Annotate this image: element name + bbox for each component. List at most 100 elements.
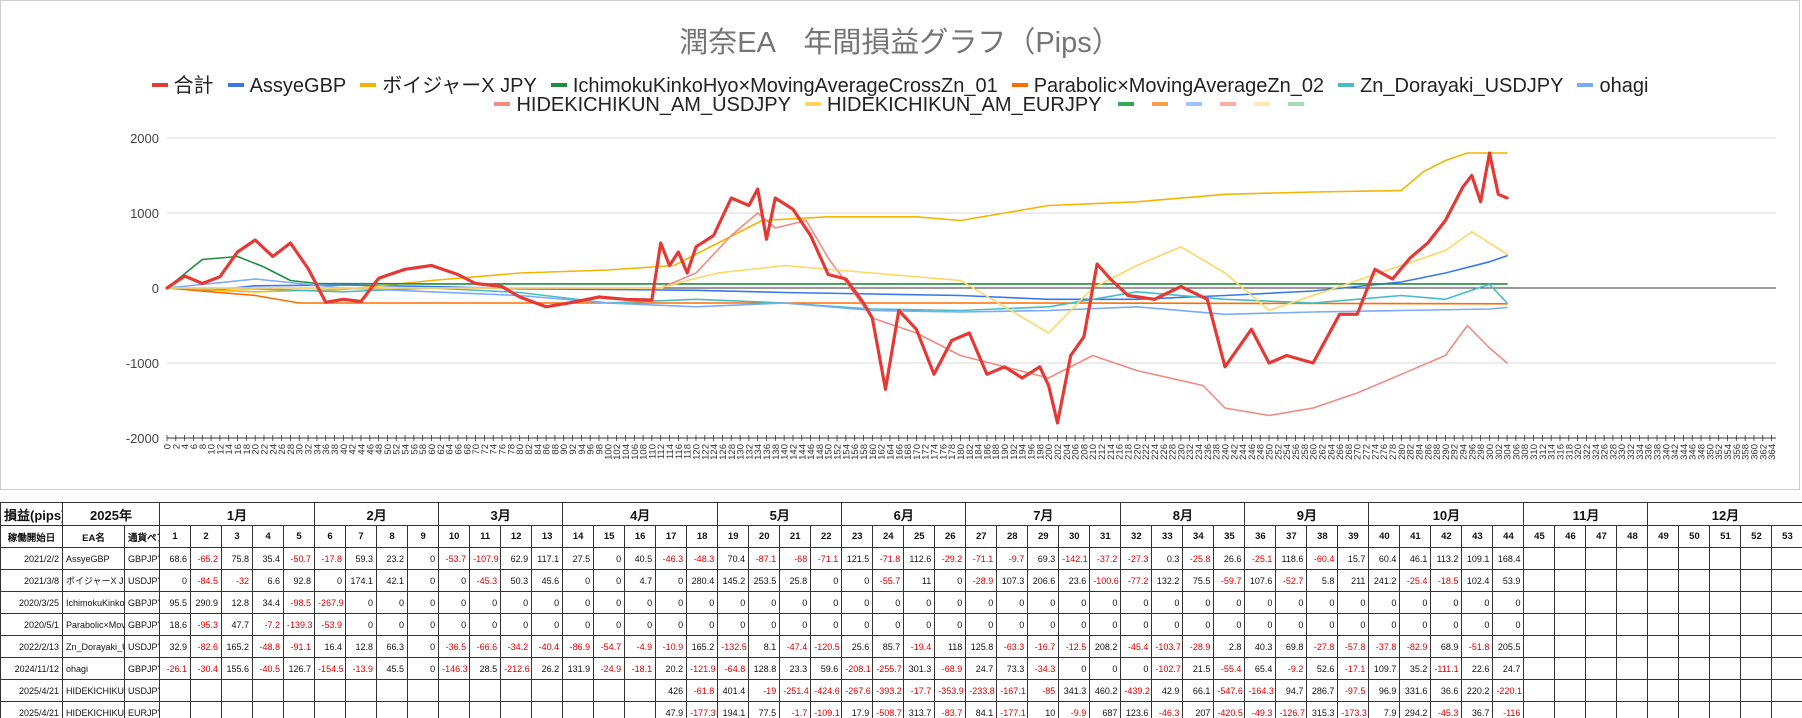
x-tick-label: 252 [1273,444,1284,460]
pips-cell: -116 [1492,701,1525,718]
pips-cell: 132.2 [1151,569,1184,592]
pips-cell: 5.8 [1306,569,1339,592]
pips-cell: 75.5 [1182,569,1215,592]
pips-cell: 36.6 [1430,679,1463,702]
x-tick-label: 8 [198,444,209,449]
x-tick-label: 28 [286,444,297,455]
pips-cell [376,701,409,718]
y-tick-label: 2000 [130,131,159,146]
pips-cell [1554,635,1587,658]
x-tick-label: 16 [233,444,244,455]
pips-cell: -65.2 [190,547,223,570]
pips-cell [1740,569,1773,592]
pips-cell: -25.1 [1244,547,1277,570]
series-line [166,278,1508,316]
week-number: 38 [1306,525,1339,548]
x-tick-label: 44 [356,444,367,455]
pips-cell: -53.9 [314,613,347,636]
x-tick-label: 134 [753,444,764,460]
pips-cell: -164.3 [1244,679,1277,702]
x-tick-label: 358 [1741,444,1752,460]
pips-cell [1709,701,1742,718]
chart-panel: 潤奈EA 年間損益グラフ（Pips） 合計 AssyeGBP ボイジャーX JPY I… [0,0,1800,490]
pips-cell: 0 [1306,613,1339,636]
pips-cell: 4.7 [624,569,657,592]
pips-cell: 96.9 [1368,679,1401,702]
x-tick-label: 228 [1168,444,1179,460]
week-number: 53 [1771,525,1802,548]
x-tick-label: 120 [691,444,702,460]
x-tick-label: 104 [621,444,632,460]
pips-cell: -86.9 [562,635,595,658]
pips-cell [1523,657,1556,680]
x-tick-label: 350 [1705,444,1716,460]
x-tick-label: 344 [1679,444,1690,460]
pips-cell: 11 [903,569,936,592]
x-tick-label: 308 [1520,444,1531,460]
pips-cell: 125.8 [965,635,998,658]
pips-cell: 0 [1120,613,1153,636]
x-tick-label: 40 [339,444,350,455]
pips-cell: 0 [1089,613,1122,636]
pips-cell [438,679,471,702]
x-tick-label: 166 [894,444,905,460]
pips-cell: -7.2 [252,613,285,636]
x-tick-label: 68 [462,444,473,455]
week-number: 23 [841,525,874,548]
pips-cell: 40.5 [624,547,657,570]
pips-cell: 301.3 [903,657,936,680]
x-tick-label: 174 [930,444,941,460]
x-tick-label: 260 [1309,444,1320,460]
legend-swatch [1287,101,1304,106]
pips-cell: -139.3 [283,613,316,636]
start-date-cell: 2025/4/21 [0,701,63,718]
pips-cell [562,679,595,702]
x-tick-label: 186 [982,444,993,460]
x-tick-label: 316 [1555,444,1566,460]
start-date-cell: 2021/3/8 [0,569,63,592]
pips-cell: 0 [841,591,874,614]
start-date-cell: 2020/5/1 [0,613,63,636]
pips-cell: 112.6 [903,547,936,570]
pips-cell: -251.4 [779,679,812,702]
x-tick-label: 20 [251,444,262,455]
pips-cell: 0 [1492,591,1525,614]
x-tick-label: 124 [709,444,720,460]
pips-cell [345,679,378,702]
week-number: 16 [624,525,657,548]
pips-cell: -40.5 [252,657,285,680]
pips-cell: -167.1 [996,679,1029,702]
week-number: 50 [1678,525,1711,548]
week-number: 21 [779,525,812,548]
week-number: 46 [1554,525,1587,548]
week-number: 39 [1337,525,1370,548]
legend-label: AssyeGBP [249,75,347,97]
pips-cell: 0 [1244,613,1277,636]
pips-cell: 0 [531,613,564,636]
pips-cell [190,679,223,702]
pips-cell: 25.8 [779,569,812,592]
pips-cell [1647,679,1680,702]
x-tick-label: 176 [938,444,949,460]
currency-pair-cell: GBPJPY [123,657,161,680]
pips-cell: 0 [562,613,595,636]
pips-cell: 0 [810,591,843,614]
pips-cell [1740,657,1773,680]
pips-cell [1709,679,1742,702]
ea-name-header: EA名 [62,525,125,548]
pips-cell: 0 [345,591,378,614]
pips-cell: 109.1 [1461,547,1494,570]
x-tick-label: 248 [1256,444,1267,460]
pips-cell: 145.2 [717,569,750,592]
week-number: 45 [1523,525,1556,548]
pips-cell [1523,547,1556,570]
x-tick-label: 2 [171,444,182,449]
x-tick-label: 172 [921,444,932,460]
pips-cell [159,679,192,702]
pips-cell: -1.7 [779,701,812,718]
pips-cell: 45.6 [531,569,564,592]
pips-cell: -82.9 [1399,635,1432,658]
legend-swatch [1338,82,1355,87]
pips-cell: 0 [1027,591,1060,614]
chart-title: 潤奈EA 年間損益グラフ（Pips） [679,27,1121,59]
